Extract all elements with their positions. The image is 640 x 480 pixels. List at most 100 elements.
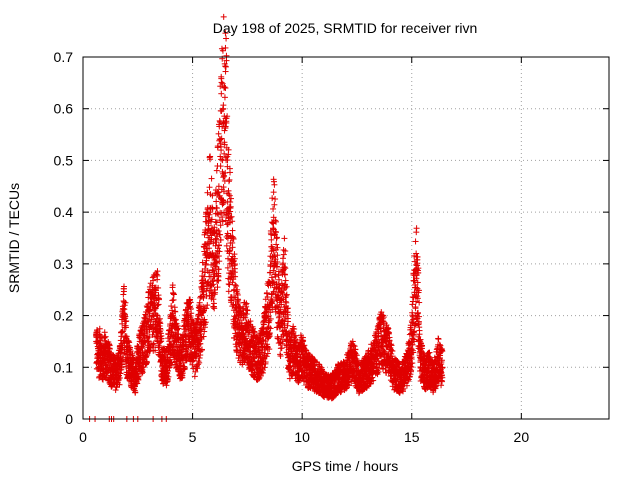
data-point xyxy=(435,336,442,343)
data-point xyxy=(187,296,194,303)
data-point xyxy=(194,324,201,331)
data-point xyxy=(263,290,270,297)
data-point xyxy=(269,195,276,202)
data-point xyxy=(215,183,222,190)
data-point xyxy=(153,271,160,278)
y-axis-label: SRMTID / TECUs xyxy=(6,183,22,293)
data-point xyxy=(155,284,162,291)
data-point xyxy=(203,257,210,264)
data-point xyxy=(202,319,209,326)
data-point xyxy=(200,308,207,315)
data-point xyxy=(207,156,214,163)
data-point xyxy=(208,216,215,223)
data-point xyxy=(202,261,209,268)
data-point xyxy=(157,320,164,327)
data-point xyxy=(200,283,207,290)
x-tick-label: 20 xyxy=(514,429,530,445)
data-point xyxy=(116,369,123,376)
data-point xyxy=(213,219,220,226)
data-point xyxy=(152,305,159,312)
data-point xyxy=(208,261,215,268)
data-point xyxy=(209,192,216,199)
data-point xyxy=(213,167,220,174)
data-point xyxy=(120,291,127,298)
data-point xyxy=(204,302,211,309)
data-point xyxy=(196,354,203,361)
data-point xyxy=(158,335,165,342)
x-tick-label: 5 xyxy=(189,429,197,445)
data-point xyxy=(271,181,278,188)
data-point xyxy=(169,282,176,289)
data-point xyxy=(268,236,275,243)
chart-title: Day 198 of 2025, SRMTID for receiver riv… xyxy=(213,20,478,36)
data-point xyxy=(270,205,277,212)
data-point xyxy=(222,63,229,70)
data-point xyxy=(146,334,153,341)
data-point xyxy=(221,94,228,101)
data-point xyxy=(204,189,211,196)
data-point xyxy=(227,169,234,176)
data-point xyxy=(280,251,287,258)
y-tick-label: 0.2 xyxy=(54,308,74,324)
data-point xyxy=(155,296,162,303)
data-point xyxy=(218,90,225,97)
data-point xyxy=(139,369,146,376)
data-point xyxy=(154,268,161,275)
data-point xyxy=(225,288,232,295)
data-point xyxy=(106,345,113,352)
data-point xyxy=(121,283,128,290)
data-point xyxy=(151,304,158,311)
data-point xyxy=(197,352,204,359)
data-point xyxy=(122,334,129,341)
data-point xyxy=(210,281,217,288)
data-point xyxy=(214,284,221,291)
data-point xyxy=(156,339,163,346)
data-point xyxy=(179,370,186,377)
data-point xyxy=(206,184,213,191)
data-point xyxy=(200,333,207,340)
data-point xyxy=(132,389,139,396)
data-point xyxy=(416,299,423,306)
data-point xyxy=(148,316,155,323)
data-point xyxy=(220,102,227,109)
data-point xyxy=(143,359,150,366)
data-point xyxy=(168,303,175,310)
data-point xyxy=(220,13,227,20)
data-point xyxy=(193,352,200,359)
data-point xyxy=(201,328,208,335)
data-point xyxy=(211,305,218,312)
data-point xyxy=(198,346,205,353)
data-point xyxy=(209,205,216,212)
data-point xyxy=(131,383,138,390)
data-point xyxy=(226,176,233,183)
data-point xyxy=(187,299,194,306)
data-point xyxy=(223,35,230,42)
data-point xyxy=(123,333,130,340)
x-tick-label: 15 xyxy=(404,429,420,445)
data-point xyxy=(172,308,179,315)
data-point xyxy=(200,288,207,295)
data-point xyxy=(144,330,151,337)
data-point xyxy=(212,289,219,296)
y-tick-label: 0.1 xyxy=(54,359,74,375)
data-point xyxy=(119,328,126,335)
data-point xyxy=(144,352,151,359)
data-point xyxy=(201,273,208,280)
data-point xyxy=(206,211,213,218)
data-point xyxy=(412,238,419,245)
data-point xyxy=(170,341,177,348)
data-point xyxy=(209,277,216,284)
data-point xyxy=(101,334,108,341)
grid-lines xyxy=(83,57,609,419)
data-point xyxy=(126,339,133,346)
data-point xyxy=(190,357,197,364)
data-point xyxy=(215,130,222,137)
data-points xyxy=(86,13,446,422)
data-point xyxy=(172,316,179,323)
data-point xyxy=(187,313,194,320)
data-point xyxy=(200,291,207,298)
data-point xyxy=(213,198,220,205)
data-point xyxy=(121,350,128,357)
data-point xyxy=(119,320,126,327)
